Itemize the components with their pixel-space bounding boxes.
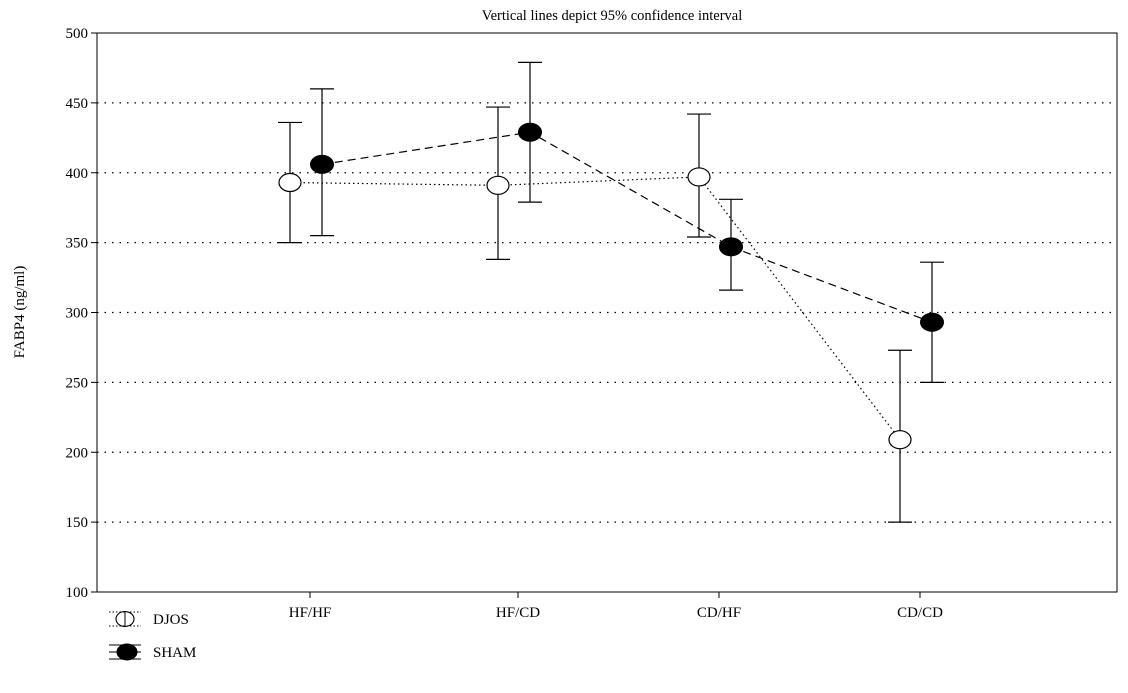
y-tick-label: 400 <box>66 166 89 182</box>
x-axis-ticks: HF/HF HF/CD CD/HF CD/CD <box>289 592 943 621</box>
djos-point <box>486 175 510 195</box>
y-tick-label: 100 <box>66 585 89 601</box>
chart-title: Vertical lines depict 95% confidence int… <box>482 8 743 24</box>
sham-point <box>310 154 334 174</box>
sham-point <box>920 312 944 332</box>
sham-legend-label: SHAM <box>153 645 196 661</box>
y-tick-label: 450 <box>66 96 89 112</box>
legend: DJOS SHAM <box>109 610 196 661</box>
sham-series-line <box>321 131 933 323</box>
djos-point <box>278 172 302 193</box>
y-tick-label: 250 <box>66 375 89 391</box>
gridlines <box>97 102 1117 523</box>
y-tick-label: 300 <box>66 306 89 322</box>
y-tick-label: 350 <box>66 236 89 252</box>
djos-point <box>888 430 912 450</box>
x-tick-label: HF/HF <box>289 605 332 621</box>
y-tick-label: 500 <box>66 26 89 42</box>
djos-legend-item: DJOS <box>109 610 189 628</box>
sham-legend-item: SHAM <box>109 643 196 661</box>
djos-series-line <box>289 176 901 441</box>
legend-marker <box>115 610 135 628</box>
y-axis-ticks: 100 150 200 250 300 350 400 450 500 <box>66 26 97 601</box>
djos-point <box>687 167 711 187</box>
x-tick-label: CD/HF <box>697 605 741 621</box>
data-markers <box>278 122 944 450</box>
error-bars <box>278 61 944 523</box>
x-tick-label: CD/CD <box>897 605 943 621</box>
series-lines <box>289 131 933 441</box>
y-axis-label: FABP4 (ng/ml) <box>12 266 28 359</box>
y-tick-label: 150 <box>66 515 89 531</box>
sham-point <box>518 122 542 142</box>
djos-legend-label: DJOS <box>153 612 189 628</box>
legend-marker <box>116 643 138 661</box>
sham-point <box>719 237 743 257</box>
y-tick-label: 200 <box>66 445 89 461</box>
x-tick-label: HF/CD <box>496 605 540 621</box>
